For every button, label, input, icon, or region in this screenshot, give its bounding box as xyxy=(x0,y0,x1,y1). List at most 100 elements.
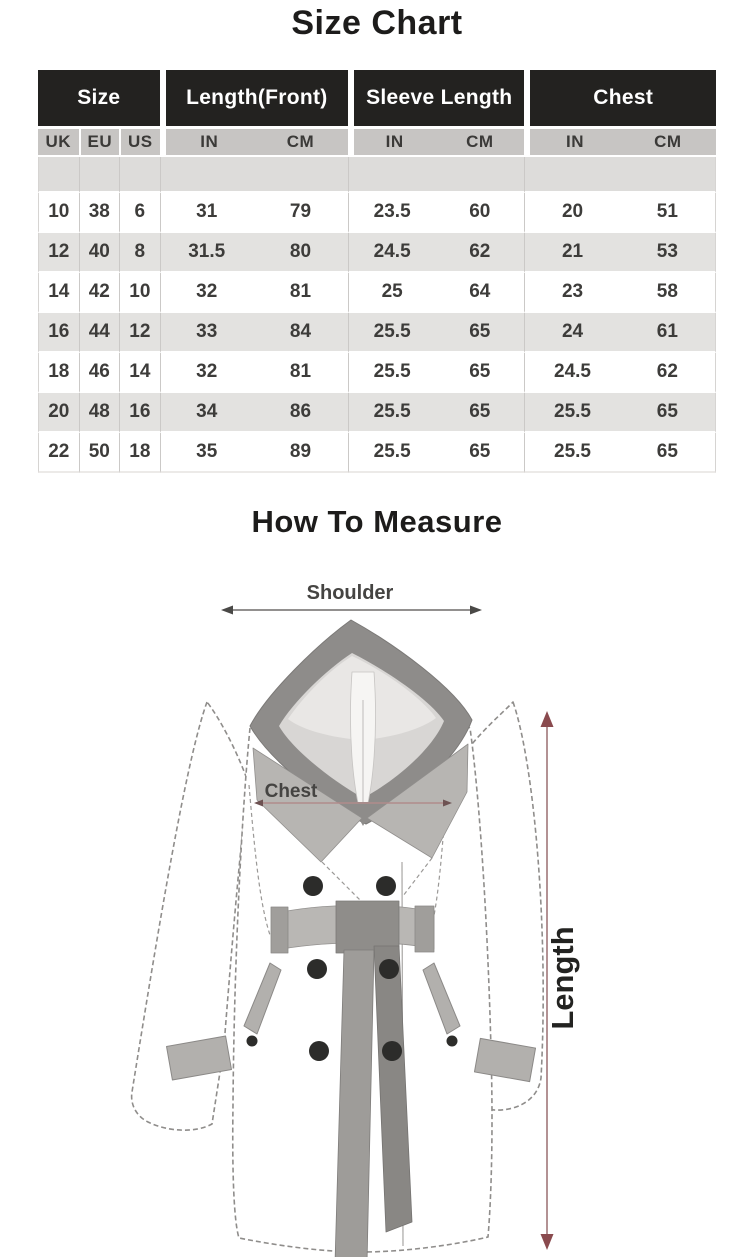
size-cell: 64 xyxy=(435,273,525,313)
spacer-cell xyxy=(252,157,349,193)
coat-illustration xyxy=(130,619,544,1257)
spacer-cell xyxy=(119,157,160,193)
shoulder-arrow xyxy=(221,605,482,615)
how-to-measure-title: How To Measure xyxy=(251,504,503,539)
chest-label: Chest xyxy=(265,781,318,802)
size-cell: 32 xyxy=(159,353,253,393)
pocket-flaps xyxy=(243,962,461,1047)
size-cell: 8 xyxy=(119,233,160,273)
column-subheader: UK xyxy=(38,129,79,157)
coat-measure-diagram: Shoulder xyxy=(130,582,580,1257)
size-chart-table: Size Length(Front) Sleeve Length Chest UK EU U… xyxy=(38,70,716,473)
size-cell: 58 xyxy=(619,273,716,313)
size-cell: 12 xyxy=(38,233,79,273)
size-cell: 33 xyxy=(159,313,253,353)
size-cell: 24.5 xyxy=(524,353,620,393)
column-group-header: Sleeve Length xyxy=(348,70,525,129)
size-cell: 65 xyxy=(435,433,525,473)
size-cell: 10 xyxy=(119,273,160,313)
size-cell: 25.5 xyxy=(524,433,620,473)
size-cell: 62 xyxy=(435,233,525,273)
size-cell: 22 xyxy=(38,433,79,473)
size-cell: 25.5 xyxy=(348,393,436,433)
spacer-cell xyxy=(78,157,120,193)
size-cell: 18 xyxy=(119,433,160,473)
size-cell: 65 xyxy=(435,313,525,353)
size-cell: 61 xyxy=(619,313,716,353)
size-cell: 24 xyxy=(524,313,620,353)
column-subheader: IN xyxy=(159,129,253,157)
size-cell: 23.5 xyxy=(348,193,436,233)
length-arrow xyxy=(540,711,554,1250)
size-cell: 20 xyxy=(38,393,79,433)
size-cell: 44 xyxy=(78,313,120,353)
size-cell: 6 xyxy=(119,193,160,233)
column-subheader: CM xyxy=(252,129,349,157)
hood xyxy=(249,619,473,826)
size-cell: 34 xyxy=(159,393,253,433)
lapels xyxy=(252,743,469,863)
size-cell: 65 xyxy=(619,393,716,433)
size-cell: 51 xyxy=(619,193,716,233)
column-subheader: EU xyxy=(78,129,120,157)
table-row: 16 44 12 33 84 25.5 65 24 61 xyxy=(38,313,716,353)
shoulder-label: Shoulder xyxy=(307,582,394,604)
spacer-cell xyxy=(348,157,436,193)
spacer-cell xyxy=(435,157,525,193)
size-cell: 23 xyxy=(524,273,620,313)
size-cell: 16 xyxy=(119,393,160,433)
table-subheader-row: UK EU US IN CM IN CM IN CM xyxy=(38,129,716,157)
size-cell: 12 xyxy=(119,313,160,353)
size-cell: 81 xyxy=(252,353,349,393)
page-title: Size Chart xyxy=(291,4,463,42)
spacer-cell xyxy=(524,157,620,193)
size-cell: 40 xyxy=(78,233,120,273)
spacer-cell xyxy=(159,157,253,193)
size-cell: 38 xyxy=(78,193,120,233)
column-group-header: Size xyxy=(38,70,160,129)
size-cell: 53 xyxy=(619,233,716,273)
column-group-header: Chest xyxy=(524,70,716,129)
table-row: 14 42 10 32 81 25 64 23 58 xyxy=(38,273,716,313)
size-cell: 21 xyxy=(524,233,620,273)
column-subheader: CM xyxy=(619,129,716,157)
size-cell: 24.5 xyxy=(348,233,436,273)
spacer-cell xyxy=(38,157,79,193)
size-cell: 25.5 xyxy=(348,313,436,353)
size-cell: 46 xyxy=(78,353,120,393)
column-subheader: IN xyxy=(524,129,620,157)
size-cell: 25.5 xyxy=(348,353,436,393)
size-cell: 89 xyxy=(252,433,349,473)
column-group-header: Length(Front) xyxy=(159,70,349,129)
size-cell: 16 xyxy=(38,313,79,353)
size-cell: 42 xyxy=(78,273,120,313)
spacer-cell xyxy=(619,157,716,193)
size-cell: 86 xyxy=(252,393,349,433)
table-row: 20 48 16 34 86 25.5 65 25.5 65 xyxy=(38,393,716,433)
table-row: 18 46 14 32 81 25.5 65 24.5 62 xyxy=(38,353,716,393)
length-label: Length xyxy=(545,926,580,1029)
table-row: 10 38 6 31 79 23.5 60 20 51 xyxy=(38,193,716,233)
column-subheader: US xyxy=(119,129,160,157)
table-header-row: Size Length(Front) Sleeve Length Chest xyxy=(38,70,716,129)
size-cell: 62 xyxy=(619,353,716,393)
column-subheader: CM xyxy=(435,129,525,157)
size-cell: 50 xyxy=(78,433,120,473)
size-cell: 25.5 xyxy=(348,433,436,473)
size-cell: 79 xyxy=(252,193,349,233)
size-cell: 84 xyxy=(252,313,349,353)
size-cell: 35 xyxy=(159,433,253,473)
size-cell: 65 xyxy=(435,393,525,433)
size-cell: 48 xyxy=(78,393,120,433)
size-cell: 80 xyxy=(252,233,349,273)
table-row: 22 50 18 35 89 25.5 65 25.5 65 xyxy=(38,433,716,473)
size-cell: 31.5 xyxy=(159,233,253,273)
size-cell: 18 xyxy=(38,353,79,393)
size-cell: 20 xyxy=(524,193,620,233)
chest-arrow xyxy=(254,799,452,807)
size-cell: 14 xyxy=(38,273,79,313)
size-cell: 65 xyxy=(435,353,525,393)
table-spacer-row xyxy=(38,157,716,193)
size-cell: 60 xyxy=(435,193,525,233)
